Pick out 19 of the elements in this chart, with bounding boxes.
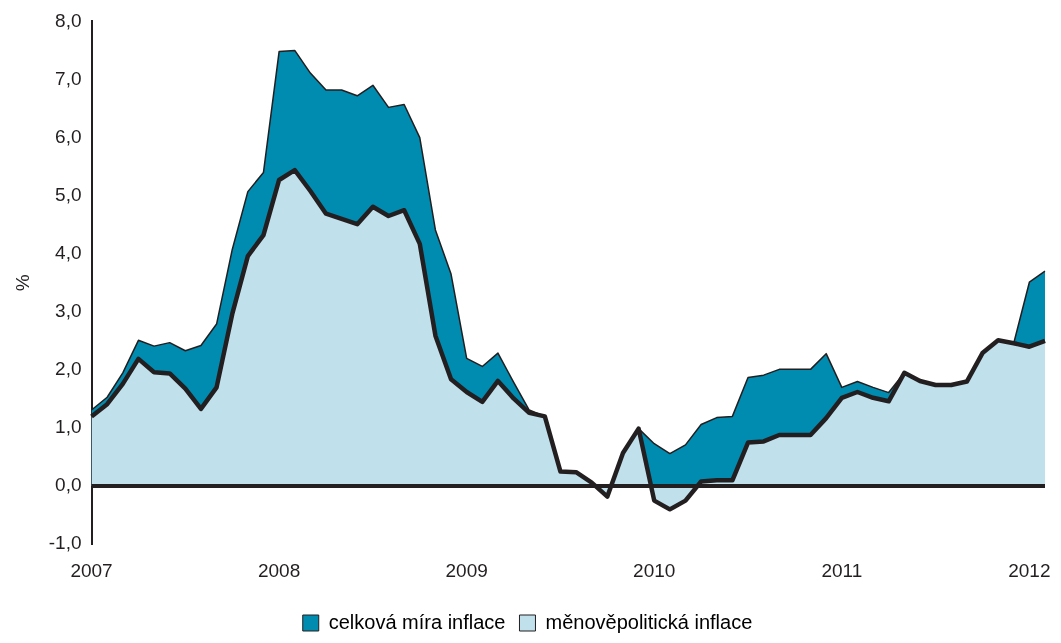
x-tick-label: 2007 (70, 559, 113, 581)
y-tick-label: 5,0 (55, 183, 82, 205)
y-tick-label: 3,0 (55, 300, 82, 322)
legend-label: celková míra inflace (328, 610, 506, 633)
x-tick-label: 2008 (257, 559, 301, 581)
y-tick-label: 1,0 (55, 416, 82, 438)
y-tick-label: -1,0 (48, 532, 82, 554)
x-tick-label: 2009 (445, 559, 488, 581)
legend-label: měnověpolitická inflace (545, 610, 753, 633)
y-tick-label: 0,0 (55, 474, 82, 496)
x-tick-label: 2011 (821, 559, 863, 581)
y-axis-title: % (11, 274, 33, 292)
y-tick-label: 2,0 (55, 358, 82, 380)
x-tick-label: 2012 (1008, 559, 1051, 581)
y-tick-label: 4,0 (55, 241, 82, 263)
y-tick-label: 7,0 (55, 67, 82, 89)
y-tick-label: 6,0 (55, 125, 82, 147)
y-tick-label: 8,0 (55, 9, 82, 31)
x-tick-label: 2010 (633, 559, 676, 581)
